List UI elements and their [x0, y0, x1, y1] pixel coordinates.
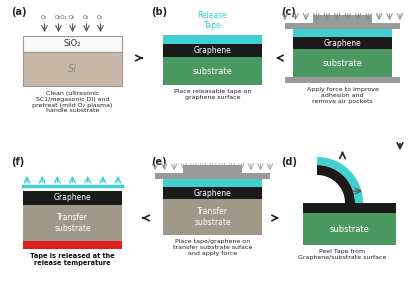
Bar	[23, 36, 122, 52]
Text: (f): (f)	[11, 157, 24, 167]
Text: O₂: O₂	[69, 15, 75, 20]
Text: Clean (ultrasonic
SC1/megasonic DI) and
pretreat (mild O₂ plasma)
handle substra: Clean (ultrasonic SC1/megasonic DI) and …	[32, 91, 113, 113]
Bar	[163, 44, 262, 57]
Text: Peel Tape from
Graphene/substrate surface: Peel Tape from Graphene/substrate surfac…	[298, 249, 387, 260]
Bar	[163, 199, 262, 235]
Text: Graphene: Graphene	[54, 194, 91, 202]
Text: O₂: O₂	[83, 15, 89, 20]
Bar	[293, 49, 392, 77]
Text: (c): (c)	[281, 7, 296, 17]
Bar	[163, 179, 262, 187]
Bar	[285, 23, 400, 29]
Bar	[163, 57, 262, 85]
Bar	[293, 37, 392, 49]
Text: (a): (a)	[11, 7, 26, 17]
Bar	[155, 173, 270, 179]
Polygon shape	[317, 157, 363, 203]
Text: (b): (b)	[151, 7, 167, 17]
Bar	[303, 213, 396, 245]
Text: O₂: O₂	[97, 15, 103, 20]
Text: Tape is released at the
release temperature: Tape is released at the release temperat…	[30, 253, 115, 266]
Bar	[23, 205, 122, 241]
Text: Transfer
substrate: Transfer substrate	[194, 207, 231, 227]
Text: (d): (d)	[281, 157, 297, 167]
Text: Release
Tape: Release Tape	[197, 11, 228, 30]
Text: Transfer
substrate: Transfer substrate	[54, 213, 91, 233]
Text: Si: Si	[68, 64, 77, 74]
Text: O₂O₂: O₂O₂	[55, 15, 67, 20]
Polygon shape	[317, 165, 355, 203]
Bar	[163, 187, 262, 199]
Bar	[303, 203, 396, 213]
Text: Apply force to improve
adhesion and
remove air pockets: Apply force to improve adhesion and remo…	[306, 87, 378, 104]
Bar	[183, 165, 242, 173]
Text: Place releasable tape on
graphene surface: Place releasable tape on graphene surfac…	[174, 89, 251, 100]
Text: Graphene: Graphene	[194, 46, 231, 55]
Text: O₂: O₂	[40, 15, 47, 20]
Bar	[293, 29, 392, 37]
Text: Place tape/graphene on
transfer substrate suface
and apply force: Place tape/graphene on transfer substrat…	[173, 239, 252, 256]
Text: substrate: substrate	[323, 58, 363, 68]
Bar	[23, 52, 122, 86]
Text: substrate: substrate	[330, 225, 370, 234]
Text: SiO₂: SiO₂	[64, 39, 81, 48]
Text: (e): (e)	[151, 157, 166, 167]
Text: Graphene: Graphene	[324, 38, 361, 48]
Bar	[313, 15, 372, 23]
Bar	[285, 77, 400, 83]
Bar	[163, 35, 262, 44]
Text: substrate: substrate	[192, 66, 233, 75]
Bar	[23, 191, 122, 205]
Text: Graphene: Graphene	[194, 188, 231, 198]
Bar	[23, 241, 122, 249]
